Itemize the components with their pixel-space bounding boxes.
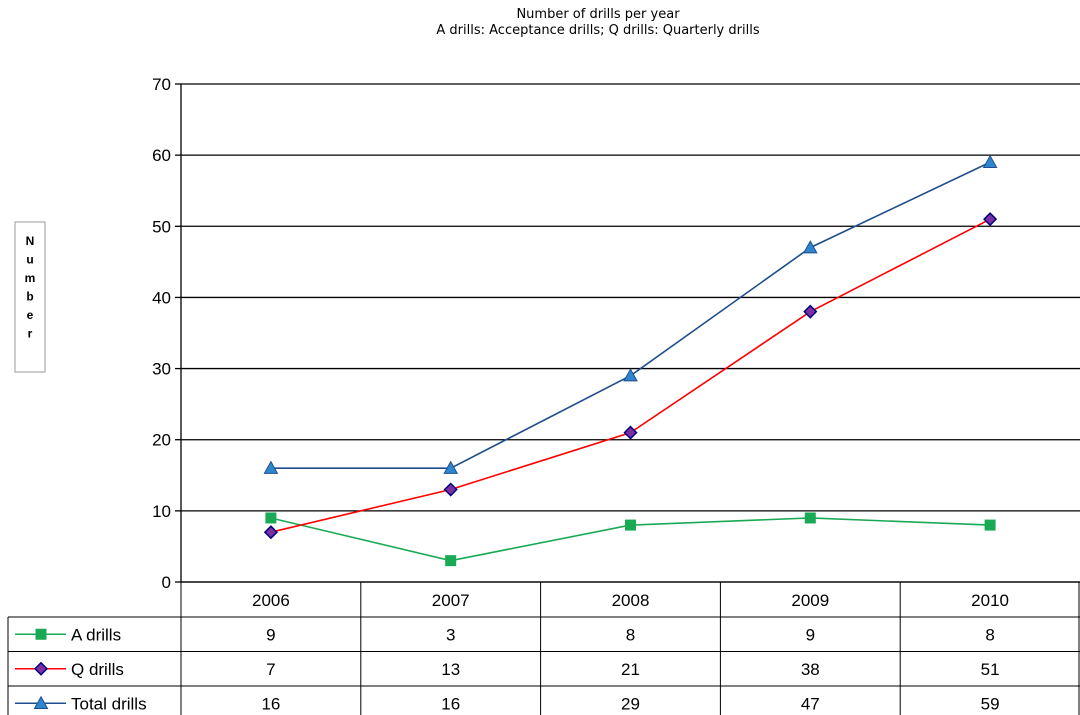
x-tick-label: 2006	[252, 591, 290, 610]
data-point	[625, 519, 636, 531]
data-point	[982, 154, 998, 168]
table-cell-value: 9	[266, 625, 275, 644]
table-cell-value: 16	[441, 694, 460, 713]
legend-key-marker	[33, 661, 49, 676]
table-cell-value: 47	[801, 694, 820, 713]
table-cell-value: 51	[981, 660, 1000, 679]
data-point	[804, 512, 816, 524]
data-point	[623, 368, 638, 382]
y-axis-label-letter: m	[25, 271, 36, 285]
y-axis-ticks: 0 10 20 30 40 50 60 70	[152, 75, 171, 592]
x-tick-label: 2008	[612, 591, 650, 610]
data-point	[263, 460, 279, 474]
x-tick-label: 2007	[432, 591, 470, 610]
y-tick-label: 70	[152, 75, 171, 94]
y-axis-label-letter: u	[26, 253, 33, 267]
y-tick-label: 0	[162, 573, 171, 592]
table-cell-value: 9	[806, 625, 815, 644]
data-point	[265, 512, 277, 524]
y-tick-label: 20	[152, 431, 171, 450]
series-markers	[263, 154, 998, 567]
table-cell-value: 38	[801, 660, 820, 679]
x-tick-label: 2009	[791, 591, 829, 610]
y-axis-label-letter: r	[28, 327, 33, 341]
x-tick-label: 2010	[971, 591, 1009, 610]
grid-lines	[175, 83, 1080, 583]
y-axis-label-box	[14, 221, 46, 373]
y-tick-label: 50	[152, 217, 171, 236]
y-axis-label-letter: b	[26, 290, 33, 304]
table-cell-value: 21	[621, 660, 640, 679]
table-cell-value: 8	[626, 625, 635, 644]
y-tick-label: 40	[152, 288, 171, 307]
table-cell-value: 29	[621, 694, 640, 713]
data-point	[802, 240, 818, 254]
y-tick-label: 10	[152, 502, 171, 521]
y-tick-label: 60	[152, 146, 171, 165]
legend-label: A drills	[71, 625, 121, 644]
data-point	[445, 555, 457, 567]
data-point	[984, 519, 996, 531]
data-point	[623, 425, 638, 440]
series-line-2	[270, 161, 991, 469]
data-point	[983, 212, 998, 227]
legend-label: Total drills	[71, 694, 147, 713]
data-point	[263, 525, 278, 540]
table-cell-value: 7	[266, 660, 275, 679]
chart-subtitle: A drills: Acceptance drills; Q drills: Q…	[436, 23, 759, 38]
legend-label: Q drills	[71, 660, 124, 679]
data-point	[443, 482, 458, 497]
table-cell-value: 59	[981, 694, 1000, 713]
table-cell-value: 8	[985, 625, 994, 644]
table-cell-value: 3	[446, 625, 455, 644]
table-cell-value: 13	[441, 660, 460, 679]
y-axis-label-letter: N	[26, 234, 35, 248]
legend-key-marker	[35, 628, 47, 640]
legend-key-marker	[33, 695, 49, 709]
series-lines	[270, 161, 991, 562]
table-cell-value: 16	[261, 694, 280, 713]
chart-title: Number of drills per year	[516, 7, 680, 22]
data-point	[803, 304, 818, 319]
data-point	[443, 460, 459, 474]
y-tick-label: 30	[152, 360, 171, 379]
y-axis-label-letter: e	[27, 308, 34, 322]
